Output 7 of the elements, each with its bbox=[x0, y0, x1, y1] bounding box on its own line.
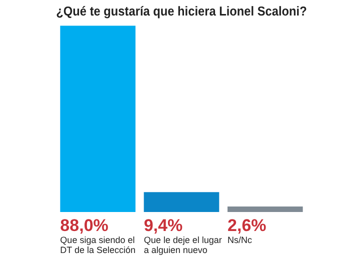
x-tick-label: Ns/Nc bbox=[228, 234, 253, 245]
x-tick-label: Que le deje el lugar a alguien nuevo bbox=[144, 234, 222, 255]
data-label: 88,0% bbox=[60, 216, 108, 236]
data-label: 2,6% bbox=[228, 216, 266, 236]
chart-title: ¿Qué te gustaría que hiciera Lionel Scaloni? bbox=[56, 4, 307, 19]
x-tick-label: Que siga siendo el DT de la Selección bbox=[60, 234, 136, 255]
data-label: 9,4% bbox=[144, 216, 183, 236]
